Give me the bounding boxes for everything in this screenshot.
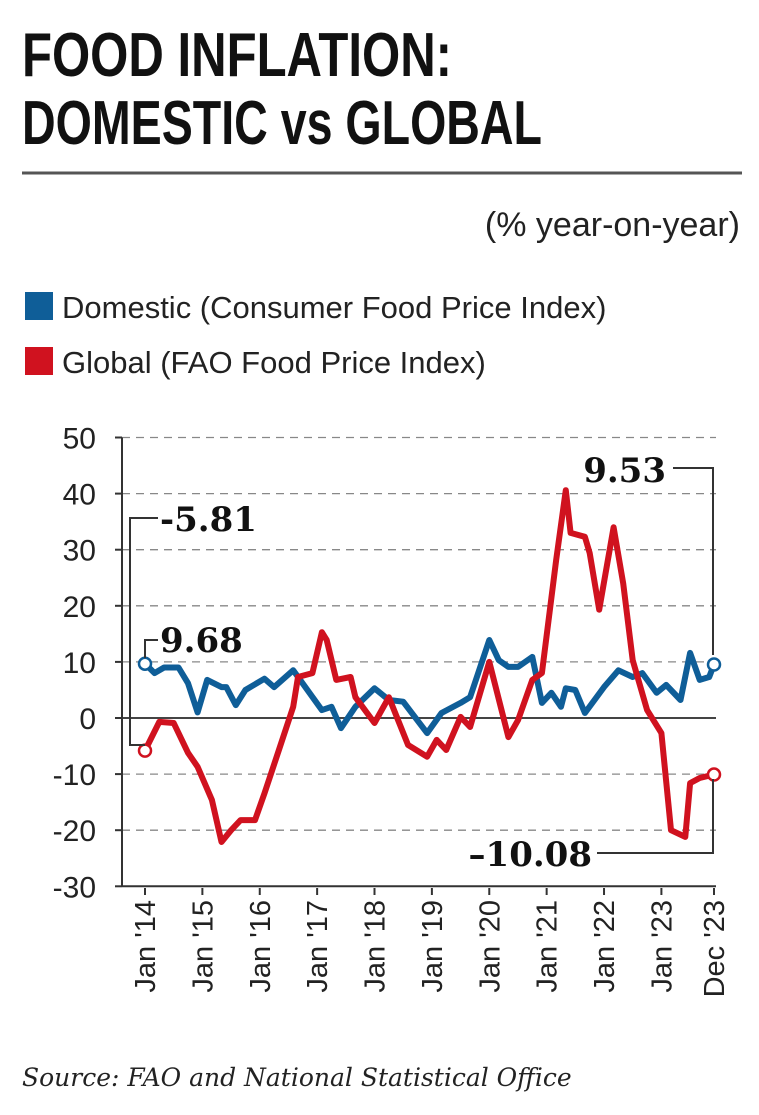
x-tick-label: Jan '19 <box>417 900 449 993</box>
y-tick-label: -10 <box>53 759 96 792</box>
chart-subtitle: (% year-on-year) <box>485 206 740 244</box>
global-end-marker <box>706 767 722 782</box>
y-tick-label: 30 <box>63 535 96 568</box>
y-tick-label: 40 <box>63 479 96 512</box>
legend-swatch-domestic <box>25 292 53 320</box>
x-tick-label: Jan '14 <box>130 900 162 993</box>
domestic-start-marker <box>137 656 153 671</box>
y-tick-label: -30 <box>53 871 96 904</box>
global-start-marker <box>137 743 153 758</box>
legend-swatch-global <box>25 347 53 375</box>
x-tick-label: Jan '21 <box>532 900 564 993</box>
callout-domestic-end: 9.53 <box>583 451 666 491</box>
series-line-global <box>142 487 717 845</box>
callouts: -5.81 9.68 9.53 –10.08 <box>129 451 714 875</box>
callout-leader-global-start <box>129 517 158 746</box>
x-tick-label: Jan '17 <box>302 900 334 993</box>
chart-title-line2: DOMESTIC vs GLOBAL <box>22 89 542 158</box>
legend-label-global: Global (FAO Food Price Index) <box>62 345 486 380</box>
callout-leader-global-end <box>597 779 714 854</box>
x-tick-label: Jan '15 <box>187 900 219 993</box>
x-tick-label: Jan '23 <box>646 900 678 993</box>
y-tick-label: 50 <box>63 423 96 456</box>
y-tick-label: 0 <box>79 703 96 736</box>
x-tick-label: Jan '22 <box>589 900 621 993</box>
source-note: Source: FAO and National Statistical Off… <box>22 1063 572 1092</box>
callout-global-end: –10.08 <box>469 835 592 875</box>
chart-title: FOOD INFLATION: <box>22 21 452 90</box>
legend-label-domestic: Domestic (Consumer Food Price Index) <box>62 290 606 325</box>
x-tick-label: Jan '16 <box>245 900 277 993</box>
callout-leader-domestic-end <box>673 467 714 655</box>
domestic-end-marker <box>706 657 722 672</box>
y-tick-label: -20 <box>53 815 96 848</box>
callout-leader-domestic-start <box>144 639 158 658</box>
callout-domestic-start: 9.68 <box>160 621 243 661</box>
x-tick-label: Jan '18 <box>360 900 392 993</box>
x-tick-label: Jan '20 <box>474 900 506 993</box>
callout-global-start: -5.81 <box>160 500 257 540</box>
x-tick-label: Dec '23 <box>699 900 731 997</box>
y-tick-label: 20 <box>63 591 96 624</box>
y-tick-label: 10 <box>63 647 96 680</box>
